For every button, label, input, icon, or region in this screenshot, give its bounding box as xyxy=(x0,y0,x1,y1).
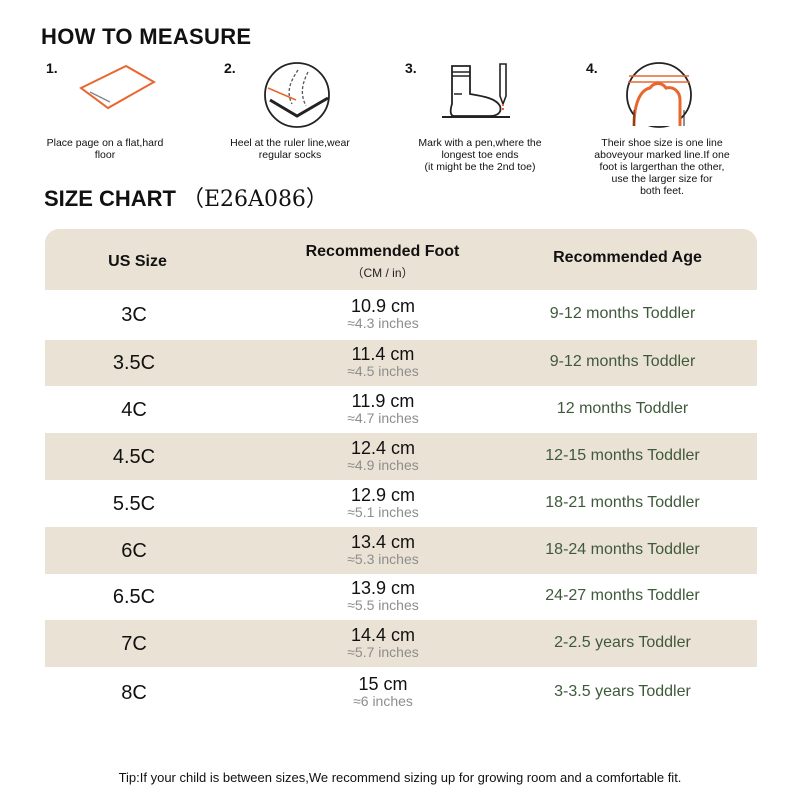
foot-length-cm: 11.9 cm xyxy=(351,390,415,411)
step-number: 3. xyxy=(405,60,417,76)
foot-length-cm: 13.9 cm xyxy=(350,578,416,598)
cell-recommended-foot: 15 cm ≈6 inches xyxy=(283,673,483,709)
cell-recommended-age: 24-27 months Toddler xyxy=(545,587,700,604)
foot-length-inches: ≈6 inches xyxy=(353,692,413,709)
toe-line-icon xyxy=(626,62,692,128)
cell-recommended-age: 18-21 months Toddler xyxy=(545,493,700,511)
foot-length-inches: ≈4.7 inches xyxy=(347,409,419,426)
cell-recommended-foot: 12.9 cm ≈5.1 inches xyxy=(283,484,483,520)
cell-recommended-foot: 11.9 cm ≈4.7 inches xyxy=(283,390,483,426)
header-recommended-age: Recommended Age xyxy=(553,249,702,266)
cell-recommended-foot: 11.4 cm ≈4.5 inches xyxy=(283,345,483,379)
step-number: 4. xyxy=(586,60,598,76)
cell-us-size: 6.5C xyxy=(112,586,156,608)
cell-recommended-foot: 13.9 cm ≈5.5 inches xyxy=(283,579,483,613)
cell-recommended-foot: 14.4 cm ≈5.7 inches xyxy=(283,624,483,660)
size-chart-code: （E26A086） xyxy=(182,187,328,212)
cell-us-size: 4C xyxy=(121,398,147,421)
step-text: Mark with a pen,where the longest toe en… xyxy=(418,137,542,173)
cell-recommended-foot: 12.4 cm ≈4.9 inches xyxy=(283,437,483,473)
foot-length-inches: ≈5.7 inches xyxy=(347,643,419,660)
cell-recommended-foot: 10.9 cm ≈4.3 inches xyxy=(283,297,483,331)
cell-us-size: 8C xyxy=(121,681,147,704)
table-row: 8C 15 cm ≈6 inches 3-3.5 years Toddler xyxy=(45,667,757,718)
header-foot-unit: （CM / in） xyxy=(351,266,414,280)
size-chart-heading: SIZE CHART （E26A086） xyxy=(44,181,328,213)
size-chart-title: SIZE CHART xyxy=(44,186,176,211)
foot-length-cm: 13.4 cm xyxy=(350,531,416,552)
step-text: Heel at the ruler line,wear regular sock… xyxy=(230,137,350,161)
step-number: 2. xyxy=(224,60,236,76)
foot-length-inches: ≈5.5 inches xyxy=(347,597,419,613)
header-us-size: US Size xyxy=(108,253,167,270)
table-row: 3.5C 11.4 cm ≈4.5 inches 9-12 months Toddle… xyxy=(45,340,757,386)
step-number: 1. xyxy=(46,60,58,76)
table-row: 6.5C 13.9 cm ≈5.5 inches 24-27 months Toddl… xyxy=(45,574,757,620)
cell-recommended-age: 18-24 months Toddler xyxy=(545,540,700,558)
foot-length-cm: 10.9 cm xyxy=(350,296,416,316)
table-row: 5.5C 12.9 cm ≈5.1 inches 18-21 months Toddl… xyxy=(45,480,757,527)
header-recommended-foot: Recommended Foot （CM / in） xyxy=(275,243,490,281)
cell-recommended-age: 2-2.5 years Toddler xyxy=(554,633,691,651)
size-chart-table: US Size Recommended Foot （CM / in） Recom… xyxy=(45,229,757,718)
foot-length-inches: ≈4.3 inches xyxy=(347,315,419,331)
sock-pen-icon xyxy=(442,63,510,118)
foot-length-cm: 11.4 cm xyxy=(351,344,415,364)
step-text: Place page on a flat,hard floor xyxy=(46,137,164,161)
cell-recommended-age: 12-15 months Toddler xyxy=(545,446,700,464)
how-to-measure-heading: HOW TO MEASURE xyxy=(41,24,252,49)
cell-us-size: 5.5C xyxy=(112,492,156,515)
foot-length-cm: 15 cm xyxy=(358,673,408,694)
cell-us-size: 4.5C xyxy=(112,445,156,468)
table-row: 3C 10.9 cm ≈4.3 inches 9-12 months Toddler xyxy=(45,290,757,340)
cell-us-size: 6C xyxy=(121,539,147,562)
cell-recommended-age: 3-3.5 years Toddler xyxy=(554,682,691,700)
foot-length-cm: 12.9 cm xyxy=(350,484,416,505)
paper-sheet-icon xyxy=(79,64,157,110)
table-header: US Size Recommended Foot （CM / in） Recom… xyxy=(45,229,757,290)
table-row: 4.5C 12.4 cm ≈4.9 inches 12-15 months Toddl… xyxy=(45,433,757,480)
header-foot-label: Recommended Foot xyxy=(305,243,460,260)
foot-length-cm: 12.4 cm xyxy=(350,437,416,458)
foot-length-inches: ≈4.9 inches xyxy=(347,456,419,473)
step-text: Their shoe size is one line aboveyour ma… xyxy=(594,137,730,197)
cell-recommended-foot: 13.4 cm ≈5.3 inches xyxy=(283,531,483,567)
cell-us-size: 7C xyxy=(121,632,147,655)
sizing-tip: Tip:If your child is between sizes,We re… xyxy=(118,770,682,785)
heel-ruler-icon xyxy=(264,62,330,128)
foot-length-inches: ≈4.5 inches xyxy=(347,363,419,379)
foot-length-inches: ≈5.1 inches xyxy=(347,503,419,520)
cell-us-size: 3C xyxy=(121,304,147,326)
foot-length-inches: ≈5.3 inches xyxy=(347,550,419,567)
cell-recommended-age: 12 months Toddler xyxy=(556,399,689,417)
cell-us-size: 3.5C xyxy=(112,352,156,374)
foot-length-cm: 14.4 cm xyxy=(350,624,416,645)
table-row: 4C 11.9 cm ≈4.7 inches 12 months Toddler xyxy=(45,386,757,433)
cell-recommended-age: 9-12 months Toddler xyxy=(549,305,696,322)
table-row: 6C 13.4 cm ≈5.3 inches 18-24 months Toddler xyxy=(45,527,757,574)
cell-recommended-age: 9-12 months Toddler xyxy=(549,353,696,370)
table-row: 7C 14.4 cm ≈5.7 inches 2-2.5 years Toddler xyxy=(45,620,757,667)
